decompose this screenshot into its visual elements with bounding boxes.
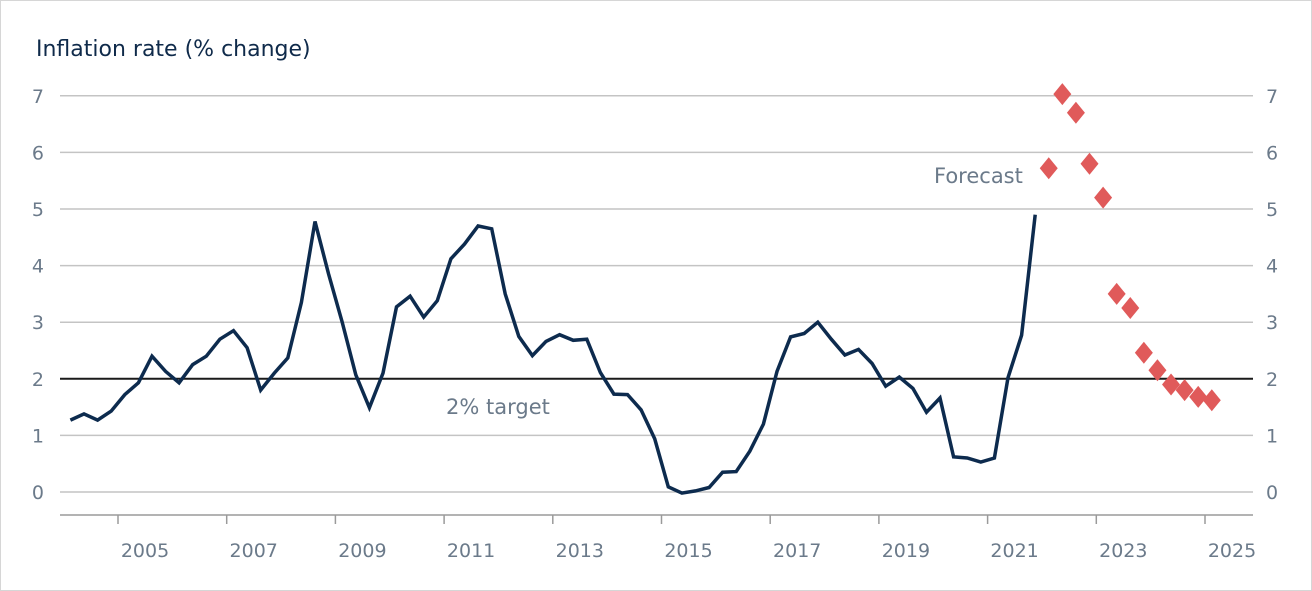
forecast-point <box>1066 101 1085 124</box>
target-label: 2% target <box>446 395 550 419</box>
x-tick-label: 2011 <box>447 540 495 562</box>
forecast-point <box>1148 359 1167 382</box>
x-tick-label: 2025 <box>1208 540 1256 562</box>
y-tick-label-left: 6 <box>32 142 44 164</box>
forecast-point <box>1053 83 1072 106</box>
forecast-point <box>1134 341 1153 364</box>
y-tick-label-left: 4 <box>32 256 44 278</box>
forecast-point <box>1094 186 1113 209</box>
x-tick-label: 2023 <box>1099 540 1147 562</box>
actual-inflation-line <box>69 214 1037 495</box>
y-tick-label-right: 0 <box>1266 482 1278 504</box>
x-tick-label: 2019 <box>882 540 930 562</box>
forecast-label: Forecast <box>934 164 1023 188</box>
y-tick-label-left: 3 <box>32 312 44 334</box>
forecast-point <box>1202 389 1221 412</box>
y-tick-label-right: 5 <box>1266 199 1278 221</box>
forecast-point <box>1039 157 1058 180</box>
forecast-point <box>1080 152 1099 175</box>
forecast-point <box>1162 373 1181 396</box>
y-tick-label-right: 7 <box>1266 86 1278 108</box>
y-tick-label-left: 1 <box>32 425 44 447</box>
forecast-point <box>1175 379 1194 402</box>
x-tick-label: 2009 <box>338 540 386 562</box>
x-tick-label: 2015 <box>664 540 712 562</box>
x-tick-label: 2005 <box>121 540 169 562</box>
y-tick-label-right: 6 <box>1266 142 1278 164</box>
y-tick-label-left: 7 <box>32 86 44 108</box>
y-tick-label-right: 3 <box>1266 312 1278 334</box>
y-tick-label-right: 2 <box>1266 369 1278 391</box>
forecast-point <box>1107 282 1126 305</box>
x-tick-label: 2017 <box>773 540 821 562</box>
x-tick-label: 2007 <box>230 540 278 562</box>
y-tick-label-right: 4 <box>1266 256 1278 278</box>
forecast-point <box>1121 297 1140 320</box>
chart-title: Inflation rate (% change) <box>36 37 311 62</box>
y-tick-label-left: 2 <box>32 369 44 391</box>
y-tick-label-left: 5 <box>32 199 44 221</box>
y-tick-label-left: 0 <box>32 482 44 504</box>
y-tick-label-right: 1 <box>1266 425 1278 447</box>
x-tick-label: 2021 <box>990 540 1038 562</box>
x-tick-label: 2013 <box>556 540 604 562</box>
forecast-point <box>1189 385 1208 408</box>
